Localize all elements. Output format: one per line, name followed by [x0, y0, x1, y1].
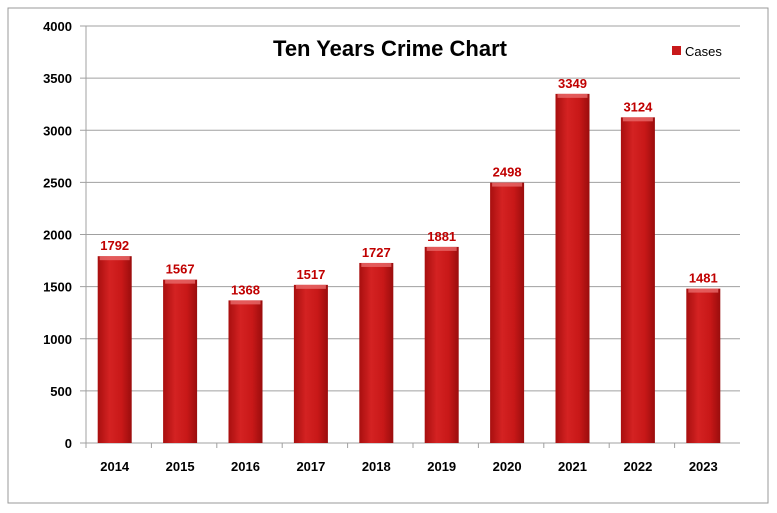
bar-cap	[426, 246, 457, 251]
y-tick-label: 4000	[43, 19, 72, 34]
bar-cap	[295, 284, 326, 289]
bar	[555, 93, 590, 443]
data-label: 1517	[296, 267, 325, 282]
bar	[293, 284, 328, 443]
x-tick-label: 2022	[623, 459, 652, 474]
data-label: 1727	[362, 245, 391, 260]
data-label: 1481	[689, 271, 718, 286]
x-tick-label: 2016	[231, 459, 260, 474]
data-label: 1881	[427, 229, 456, 244]
data-label: 1368	[231, 282, 260, 297]
y-tick-label: 1000	[43, 332, 72, 347]
x-tick-label: 2021	[558, 459, 587, 474]
bar	[359, 262, 394, 443]
x-tick-label: 2019	[427, 459, 456, 474]
x-tick-label: 2015	[166, 459, 195, 474]
data-label: 1567	[166, 262, 195, 277]
data-label: 3349	[558, 76, 587, 91]
bar	[163, 279, 198, 443]
bar	[686, 288, 721, 443]
bar-cap	[230, 300, 261, 305]
bar	[97, 256, 132, 443]
y-tick-label: 3000	[43, 123, 72, 138]
y-tick-label: 500	[50, 384, 72, 399]
x-tick-label: 2020	[493, 459, 522, 474]
bar-cap	[688, 288, 719, 293]
bar	[620, 117, 655, 443]
x-tick-label: 2017	[296, 459, 325, 474]
y-tick-label: 1500	[43, 280, 72, 295]
y-tick-label: 2500	[43, 175, 72, 190]
legend-swatch	[672, 46, 681, 55]
bar	[228, 300, 263, 443]
legend: Cases	[672, 44, 722, 59]
bar-cap	[165, 279, 196, 284]
bar-cap	[361, 262, 392, 267]
bar	[424, 246, 459, 443]
data-label: 1792	[100, 238, 129, 253]
x-tick-label: 2018	[362, 459, 391, 474]
x-tick-label: 2023	[689, 459, 718, 474]
bar-cap	[557, 93, 588, 98]
bar	[490, 182, 525, 443]
data-label: 3124	[623, 99, 653, 114]
chart-title: Ten Years Crime Chart	[273, 36, 508, 61]
y-tick-label: 2000	[43, 228, 72, 243]
data-label: 2498	[493, 165, 522, 180]
legend-label: Cases	[685, 44, 722, 59]
x-tick-label: 2014	[100, 459, 130, 474]
bar-cap	[99, 256, 130, 261]
bar-cap	[622, 117, 653, 122]
y-tick-label: 0	[65, 436, 72, 451]
y-tick-label: 3500	[43, 71, 72, 86]
bar-cap	[492, 182, 523, 187]
